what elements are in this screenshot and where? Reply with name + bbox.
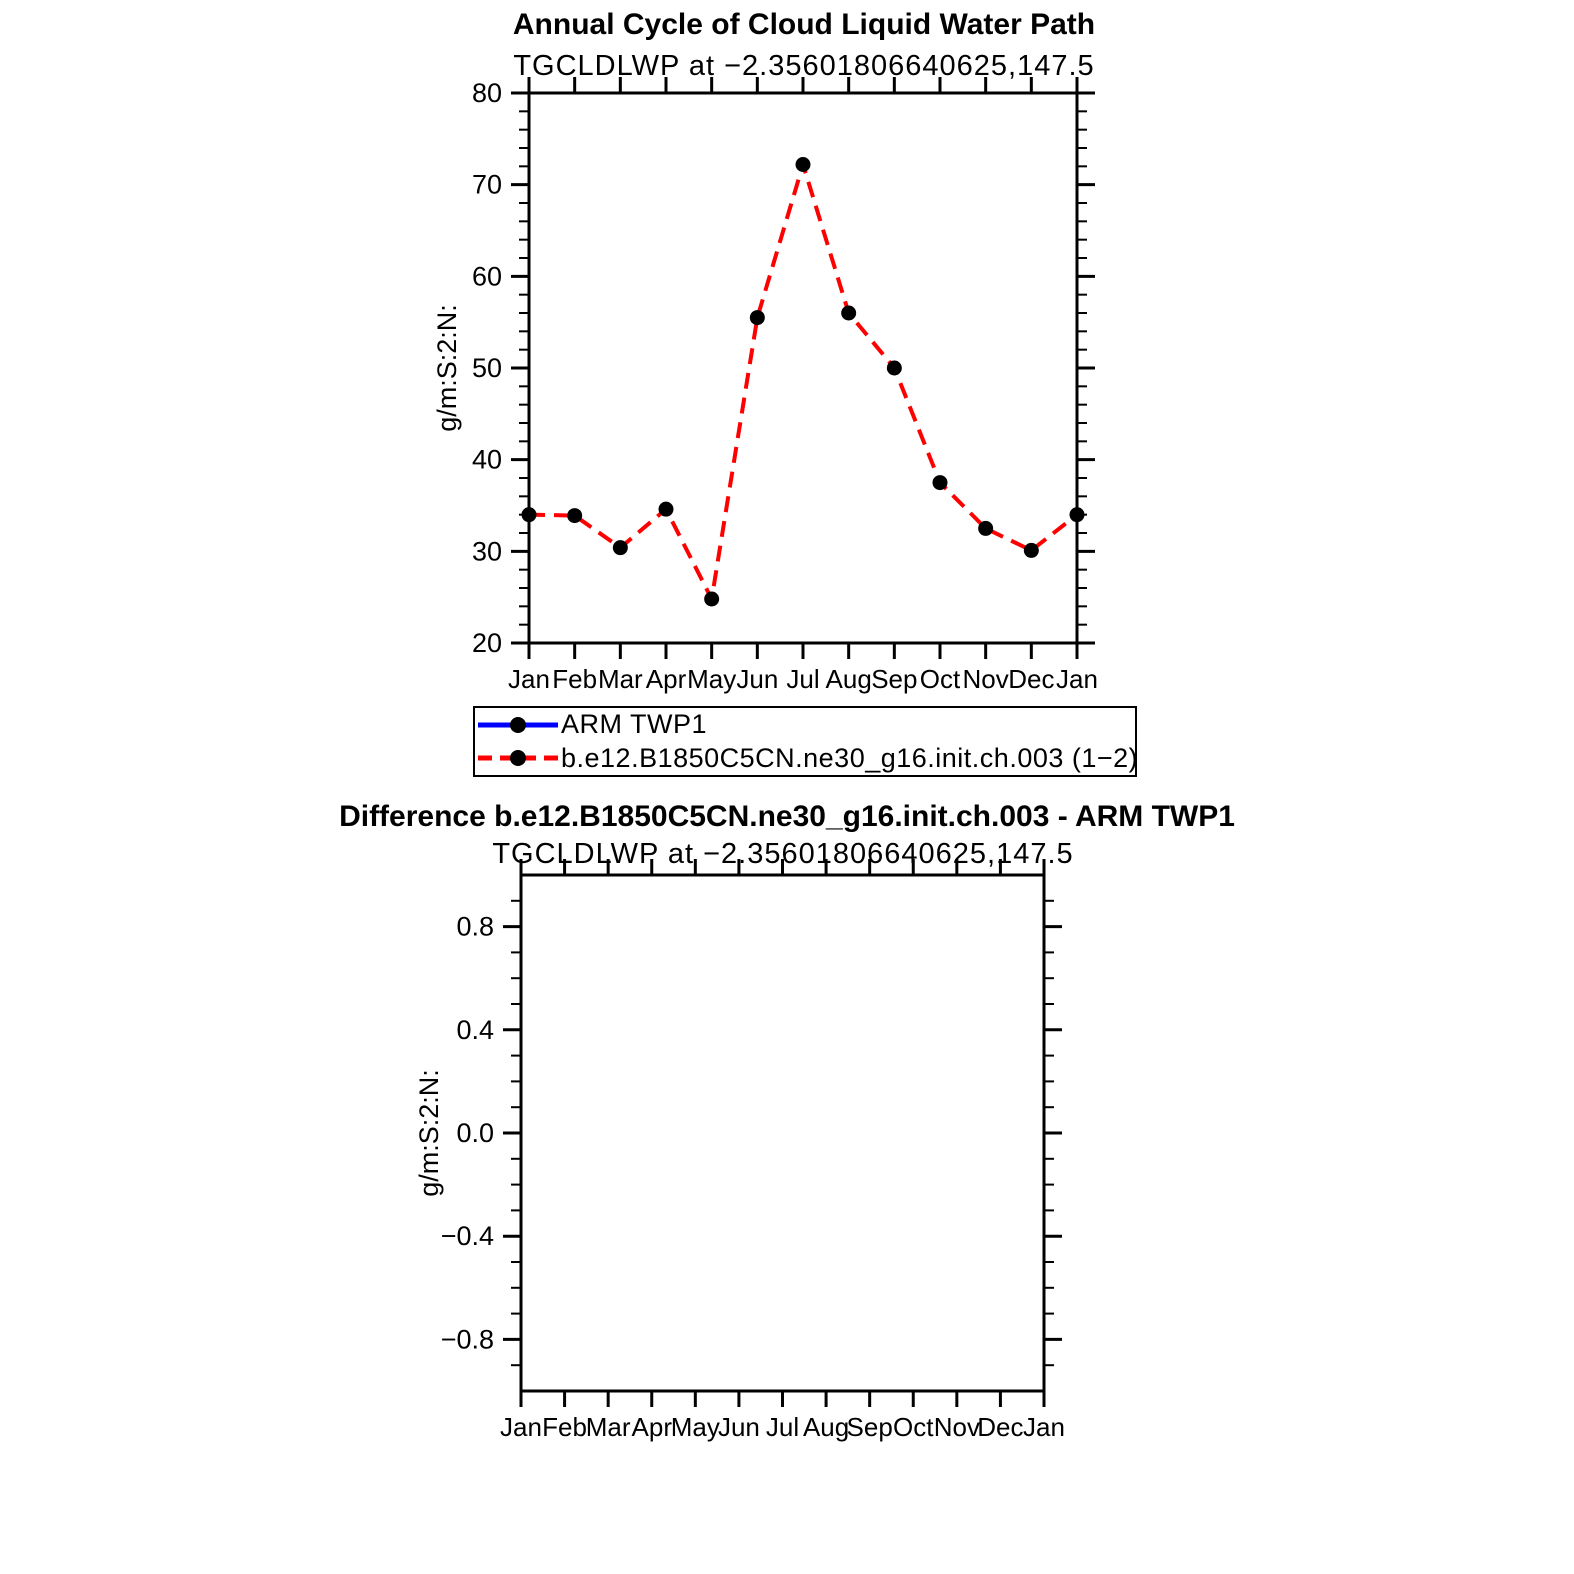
x-tick-label: Jul	[786, 664, 819, 694]
y-tick-label: 80	[472, 78, 502, 108]
data-point-marker	[704, 591, 720, 607]
x-tick-label: Mar	[586, 1412, 631, 1442]
x-tick-label: Nov	[963, 664, 1009, 694]
x-tick-label: Aug	[826, 664, 872, 694]
model-line-sample	[478, 750, 558, 767]
data-point-marker	[749, 310, 765, 326]
data-point-marker	[932, 475, 948, 491]
obs-line-sample	[478, 716, 558, 733]
y-tick-label: 0.0	[456, 1118, 494, 1148]
data-point-marker	[658, 501, 674, 517]
y-axis-title: g/m:S:2:N:	[432, 304, 462, 432]
y-tick-label: −0.4	[441, 1221, 494, 1251]
data-point-marker	[886, 360, 902, 376]
x-tick-label: Oct	[920, 664, 961, 694]
y-axis-title: g/m:S:2:N:	[414, 1069, 444, 1197]
x-tick-label: Jan	[508, 664, 550, 694]
y-tick-label: −0.8	[441, 1324, 494, 1354]
x-tick-label: Feb	[542, 1412, 587, 1442]
x-tick-label: Feb	[552, 664, 597, 694]
obs-legend-marker	[510, 716, 526, 733]
data-point-marker	[795, 157, 811, 172]
plot-frame	[519, 873, 1046, 1393]
y-tick-label: 50	[472, 353, 502, 383]
x-tick-label: Jan	[1056, 664, 1098, 694]
y-tick-label: 0.8	[456, 912, 494, 942]
x-tick-label: May	[671, 1412, 720, 1442]
data-point-marker	[567, 508, 583, 524]
x-tick-label: Dec	[977, 1412, 1023, 1442]
x-tick-label: Jul	[766, 1412, 799, 1442]
data-point-marker	[841, 305, 857, 321]
data-point-marker	[1023, 542, 1039, 558]
y-tick-label: 0.4	[456, 1015, 494, 1045]
plot-frame	[527, 91, 1079, 645]
model-legend-marker	[510, 750, 526, 767]
x-tick-label: Apr	[646, 664, 687, 694]
x-tick-label: Jun	[736, 664, 778, 694]
y-tick-label: 70	[472, 170, 502, 200]
difference-chart-title: Difference b.e12.B1850C5CN.ne30_g16.init…	[339, 800, 1235, 833]
x-tick-label: Oct	[893, 1412, 934, 1442]
legend-label-obs: ARM TWP1	[561, 709, 708, 740]
x-tick-label: Nov	[934, 1412, 980, 1442]
x-tick-label: Sep	[871, 664, 917, 694]
top-chart-subtitle: TGCLDLWP at −2.35601806640625,147.5	[513, 50, 1095, 82]
top-chart-title: Annual Cycle of Cloud Liquid Water Path	[512, 8, 1096, 41]
legend-entry-model: b.e12.B1850C5CN.ne30_g16.init.ch.003 (1−…	[475, 742, 1139, 775]
legend-entry-obs: ARM TWP1	[475, 708, 1135, 741]
series-line	[528, 157, 1079, 606]
data-point-marker	[612, 540, 628, 556]
y-tick-label: 30	[472, 536, 502, 566]
x-tick-label: May	[687, 664, 736, 694]
x-tick-label: Jun	[718, 1412, 760, 1442]
data-point-marker	[1069, 507, 1085, 523]
legend-label-model: b.e12.B1850C5CN.ne30_g16.init.ch.003 (1−…	[561, 742, 1139, 773]
x-tick-label: Aug	[803, 1412, 849, 1442]
x-tick-label: Mar	[598, 664, 643, 694]
x-tick-label: Dec	[1008, 664, 1054, 694]
x-tick-label: Jan	[500, 1412, 542, 1442]
x-tick-label: Sep	[847, 1412, 893, 1442]
y-tick-label: 20	[472, 628, 502, 658]
legend-box: ARM TWP1 b.e12.B1850C5CN.ne30_g16.init.c…	[473, 706, 1139, 777]
y-tick-label: 40	[472, 445, 502, 475]
x-tick-label: Jan	[1023, 1412, 1065, 1442]
data-point-marker	[521, 507, 537, 523]
annual-cycle-plot: Jan Feb Mar Apr May Jun Jul Aug Sep Oct Nov Dec Jan2…	[432, 77, 1098, 694]
data-point-marker	[978, 520, 994, 536]
y-tick-label: 60	[472, 261, 502, 291]
x-tick-label: Apr	[632, 1412, 673, 1442]
